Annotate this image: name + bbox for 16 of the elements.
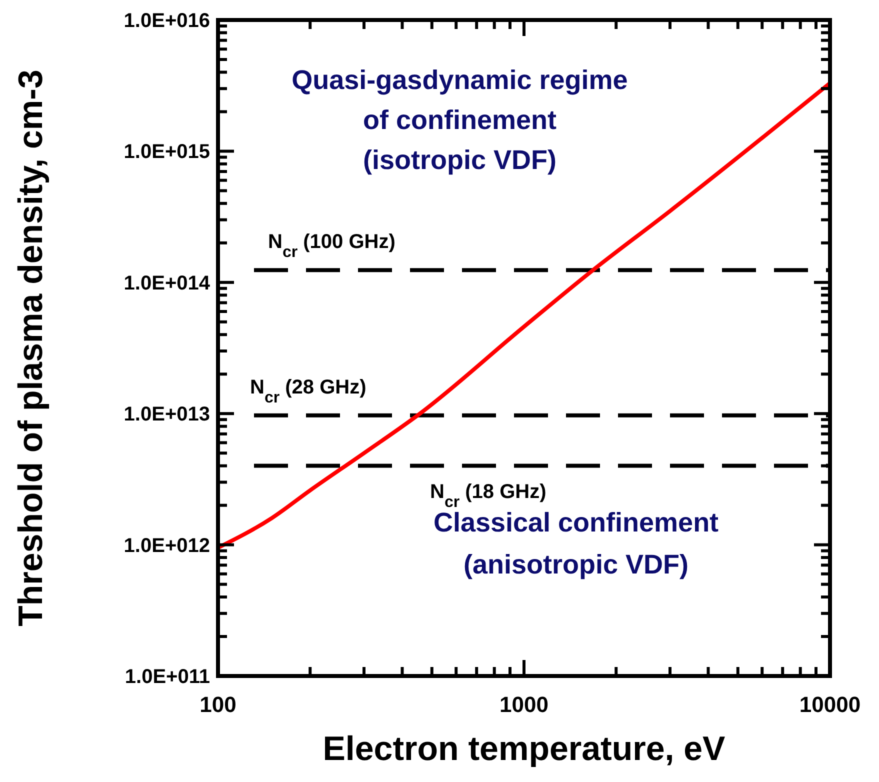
y-tick-label: 1.0E+012: [124, 534, 210, 557]
y-tick-label: 1.0E+011: [124, 666, 210, 688]
annotation: Classical confinement (anisotropic VDF): [433, 508, 719, 580]
y-tick-label: 1.0E+015: [124, 141, 210, 164]
ref-line-label: N$_{cr}$ (100 GHz): [268, 231, 396, 261]
y-axis-title: Threshold of plasma density, cm-3: [12, 70, 50, 626]
annotation: Quasi-gasdynamic regime of confinement (isotropic VDF): [292, 64, 628, 175]
y-tick-label: 1.0E+014: [124, 272, 211, 294]
ref-line-label: N$_{cr}$ (28 GHz): [250, 376, 366, 406]
y-tick-label: 1.0E+013: [124, 404, 210, 426]
ref-line-label: N$_{cr}$ (18 GHz): [430, 480, 546, 510]
x-tick-label: 1000: [500, 692, 548, 717]
y-tick-label: 1.0E+016: [124, 10, 210, 32]
x-axis-title: Electron temperature, eV: [322, 730, 726, 768]
x-tick-label: 10000: [799, 692, 861, 717]
x-tick-label: 100: [200, 692, 236, 717]
